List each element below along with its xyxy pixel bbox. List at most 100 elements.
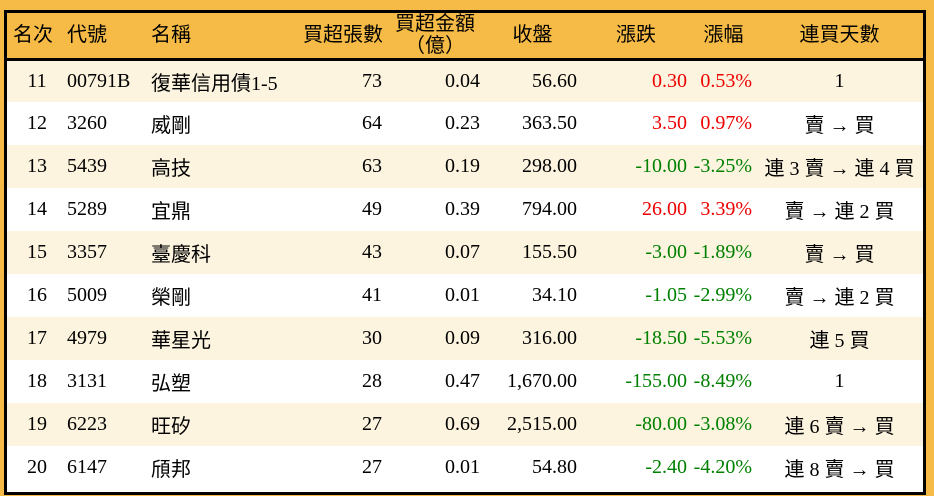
cell-close: 155.50 bbox=[522, 241, 577, 263]
cell-close: 794.00 bbox=[522, 198, 577, 220]
cell-change: -3.00 bbox=[645, 241, 687, 263]
cell-code: 5439 bbox=[67, 155, 107, 177]
column-header-change_pct: 漲幅 bbox=[703, 24, 744, 47]
cell-change: -80.00 bbox=[635, 413, 687, 435]
cell-name: 弘塑 bbox=[151, 373, 191, 395]
cell-streak: 連 5 買 bbox=[809, 330, 870, 352]
cell-change_pct: -3.25% bbox=[693, 155, 752, 177]
cell-change_pct: 0.53% bbox=[700, 69, 752, 92]
cell-volume: 28 bbox=[362, 370, 382, 392]
header-row: 名次 代號 名稱 買超張數 買超金額 （億） 收盤 漲跌 漲幅 連買天數 bbox=[7, 13, 923, 59]
cell-name: 旺矽 bbox=[151, 416, 191, 438]
cell-amount: 0.04 bbox=[445, 69, 480, 92]
cell-volume: 64 bbox=[362, 112, 382, 134]
cell-change_pct: -4.20% bbox=[693, 456, 752, 478]
cell-amount: 0.01 bbox=[445, 284, 480, 306]
cell-change_pct: -8.49% bbox=[693, 370, 752, 392]
cell-volume: 41 bbox=[362, 284, 382, 306]
cell-volume: 30 bbox=[362, 327, 382, 349]
cell-close: 34.10 bbox=[532, 284, 577, 306]
column-header-name: 名稱 bbox=[151, 24, 191, 47]
cell-change_pct: -5.53% bbox=[693, 327, 752, 349]
cell-streak: 1 bbox=[834, 370, 845, 392]
table-row: 15 3357 臺慶科 43 0.07 155.50 -3.00 -1.89% 賣 → 買 bbox=[7, 231, 923, 274]
cell-amount: 0.09 bbox=[445, 327, 480, 349]
cell-code: 5289 bbox=[67, 198, 107, 220]
cell-name: 威剛 bbox=[151, 115, 191, 137]
cell-name: 宜鼎 bbox=[151, 201, 191, 223]
cell-change_pct: -2.99% bbox=[693, 284, 752, 306]
cell-rank: 19 bbox=[27, 413, 47, 435]
table-header: 名次 代號 名稱 買超張數 買超金額 （億） 收盤 漲跌 漲幅 連買天數 bbox=[7, 13, 923, 59]
cell-volume: 49 bbox=[362, 198, 382, 220]
cell-rank: 16 bbox=[27, 284, 47, 306]
cell-name: 華星光 bbox=[151, 330, 211, 352]
cell-close: 56.60 bbox=[532, 69, 577, 92]
cell-code: 00791B bbox=[67, 69, 131, 92]
cell-close: 298.00 bbox=[522, 155, 577, 177]
column-header-close: 收盤 bbox=[512, 24, 553, 47]
cell-change_pct: -3.08% bbox=[693, 413, 752, 435]
table-row: 11 00791B 復華信用債1-5 73 0.04 56.60 0.30 0.53% 1 bbox=[7, 59, 923, 102]
cell-streak: 1 bbox=[834, 69, 845, 92]
cell-volume: 63 bbox=[362, 155, 382, 177]
cell-amount: 0.19 bbox=[445, 155, 480, 177]
cell-rank: 14 bbox=[27, 198, 47, 220]
cell-close: 1,670.00 bbox=[507, 370, 577, 392]
cell-rank: 12 bbox=[27, 112, 47, 134]
cell-name: 榮剛 bbox=[151, 287, 191, 309]
data-table: 名次 代號 名稱 買超張數 買超金額 （億） 收盤 漲跌 漲幅 連買天數 11 00791B 復華信用… bbox=[7, 13, 923, 489]
cell-code: 5009 bbox=[67, 284, 107, 306]
cell-code: 3260 bbox=[67, 112, 107, 134]
table-row: 13 5439 高技 63 0.19 298.00 -10.00 -3.25% 連 3 賣 → … bbox=[7, 145, 923, 188]
cell-change: -10.00 bbox=[635, 155, 687, 177]
cell-volume: 27 bbox=[362, 413, 382, 435]
cell-amount: 0.23 bbox=[445, 112, 480, 134]
cell-change_pct: -1.89% bbox=[693, 241, 752, 263]
cell-rank: 20 bbox=[27, 456, 47, 478]
cell-amount: 0.39 bbox=[445, 198, 480, 220]
cell-name: 復華信用債1-5 bbox=[151, 72, 278, 95]
table-row: 12 3260 威剛 64 0.23 363.50 3.50 0.97% 賣 → 買 bbox=[7, 102, 923, 145]
column-header-code: 代號 bbox=[67, 24, 107, 47]
cell-change_pct: 0.97% bbox=[700, 112, 752, 134]
column-header-rank: 名次 bbox=[13, 24, 53, 47]
table-row: 17 4979 華星光 30 0.09 316.00 -18.50 -5.53% 連 5 買 bbox=[7, 317, 923, 360]
cell-rank: 11 bbox=[27, 69, 47, 92]
cell-close: 54.80 bbox=[532, 456, 577, 478]
cell-code: 6223 bbox=[67, 413, 107, 435]
cell-amount: 0.07 bbox=[445, 241, 480, 263]
cell-amount: 0.69 bbox=[445, 413, 480, 435]
cell-streak: 連 8 賣 → 買 bbox=[784, 459, 895, 481]
table-row: 19 6223 旺矽 27 0.69 2,515.00 -80.00 -3.08% 連 6 賣 … bbox=[7, 403, 923, 446]
cell-streak: 連 6 賣 → 買 bbox=[784, 416, 895, 438]
cell-rank: 17 bbox=[27, 327, 47, 349]
cell-change: -2.40 bbox=[645, 456, 687, 478]
table-row: 16 5009 榮剛 41 0.01 34.10 -1.05 -2.99% 賣 → 連 2 買 bbox=[7, 274, 923, 317]
cell-change: -1.05 bbox=[645, 284, 687, 306]
column-header-volume: 買超張數 bbox=[303, 24, 383, 47]
cell-code: 3131 bbox=[67, 370, 107, 392]
cell-rank: 15 bbox=[27, 241, 47, 263]
table-row: 18 3131 弘塑 28 0.47 1,670.00 -155.00 -8.49% 1 bbox=[7, 360, 923, 403]
column-header-change: 漲跌 bbox=[616, 24, 656, 47]
stock-buy-ranking-table: 名次 代號 名稱 買超張數 買超金額 （億） 收盤 漲跌 漲幅 連買天數 11 00791B 復華信用… bbox=[4, 10, 926, 495]
cell-rank: 18 bbox=[27, 370, 47, 392]
cell-streak: 賣 → 買 bbox=[804, 115, 875, 137]
cell-close: 363.50 bbox=[522, 112, 577, 134]
table-row: 14 5289 宜鼎 49 0.39 794.00 26.00 3.39% 賣 → 連 2 買 bbox=[7, 188, 923, 231]
cell-streak: 賣 → 連 2 買 bbox=[784, 201, 895, 223]
table-row: 20 6147 頎邦 27 0.01 54.80 -2.40 -4.20% 連 8 賣 → 買 bbox=[7, 446, 923, 489]
cell-close: 316.00 bbox=[522, 327, 577, 349]
cell-close: 2,515.00 bbox=[507, 413, 577, 435]
cell-amount: 0.47 bbox=[445, 370, 480, 392]
cell-name: 臺慶科 bbox=[151, 244, 211, 266]
cell-change: 3.50 bbox=[652, 112, 687, 134]
cell-code: 6147 bbox=[67, 456, 107, 478]
cell-streak: 賣 → 買 bbox=[804, 244, 875, 266]
cell-volume: 73 bbox=[362, 69, 382, 92]
cell-streak: 連 3 賣 → 連 4 買 bbox=[764, 158, 915, 180]
column-header-streak: 連買天數 bbox=[799, 24, 880, 47]
cell-name: 高技 bbox=[151, 158, 191, 180]
cell-change: 0.30 bbox=[652, 69, 687, 92]
